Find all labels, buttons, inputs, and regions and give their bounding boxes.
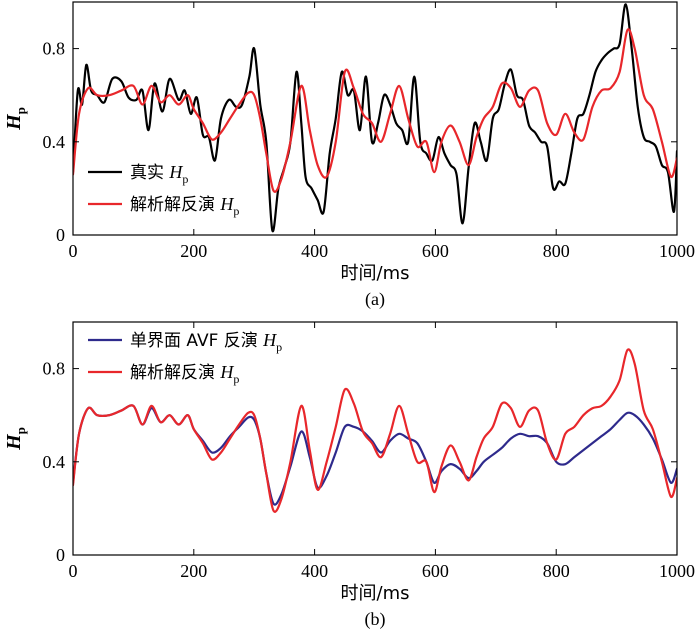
- legend-label-text: 真实: [130, 163, 169, 183]
- x-axis-label: 时间/ms: [341, 583, 410, 604]
- legend-label-math: H: [168, 162, 183, 182]
- y-tick-label: 0: [56, 545, 65, 565]
- x-tick-label: 800: [543, 241, 570, 261]
- x-tick-label: 1000: [659, 561, 695, 581]
- legend-label-1: 解析解反演 Hp: [130, 362, 239, 386]
- legend-label-math: H: [262, 330, 277, 350]
- y-tick-label: 0.4: [43, 452, 66, 472]
- series-line-1: [73, 28, 677, 193]
- x-tick-label: 0: [69, 561, 78, 581]
- y-axis-label-main: H: [3, 433, 25, 451]
- legend-label-1: 解析解反演 Hp: [130, 194, 239, 218]
- x-tick-label: 1000: [659, 241, 695, 261]
- legend-label-sub: p: [182, 172, 188, 186]
- legend-label-0: 真实 Hp: [130, 162, 188, 186]
- legend-label-sub: p: [233, 204, 239, 218]
- y-axis-label-main: H: [3, 113, 25, 131]
- legend-label-sub: p: [276, 340, 282, 354]
- y-axis-label-sub: p: [13, 107, 28, 114]
- series-line-0: [73, 3, 677, 233]
- series-line-1: [73, 348, 677, 513]
- panel-caption: (b): [365, 609, 386, 630]
- y-tick-label: 0.4: [43, 132, 66, 152]
- series-group: [73, 348, 677, 513]
- legend-label-text: 解析解反演: [130, 195, 220, 215]
- x-tick-label: 600: [422, 241, 449, 261]
- y-tick-label: 0.8: [43, 39, 66, 59]
- y-tick-label: 0.8: [43, 359, 66, 379]
- x-axis-label: 时间/ms: [341, 263, 410, 284]
- plot-frame: [72, 1, 678, 236]
- x-tick-label: 400: [301, 561, 328, 581]
- legend-label-text: 单界面 AVF 反演: [130, 331, 263, 351]
- legend-label-0: 单界面 AVF 反演 Hp: [130, 330, 282, 354]
- x-tick-label: 200: [180, 561, 207, 581]
- x-tick-label: 0: [69, 241, 78, 261]
- panel-caption: (a): [365, 289, 385, 310]
- legend-label-math: H: [219, 194, 234, 214]
- x-tick-label: 800: [543, 561, 570, 581]
- legend-label-text: 解析解反演: [130, 363, 220, 383]
- x-tick-label: 600: [422, 561, 449, 581]
- plot-frame: [72, 321, 678, 556]
- legend-label-math: H: [219, 362, 234, 382]
- x-tick-label: 400: [301, 241, 328, 261]
- x-tick-label: 200: [180, 241, 207, 261]
- series-group: [73, 3, 677, 233]
- legend-label-sub: p: [233, 372, 239, 386]
- y-axis-label-sub: p: [13, 427, 28, 434]
- y-tick-label: 0: [56, 225, 65, 245]
- y-axis-label: Hp: [3, 427, 28, 451]
- y-axis-label: Hp: [3, 107, 28, 131]
